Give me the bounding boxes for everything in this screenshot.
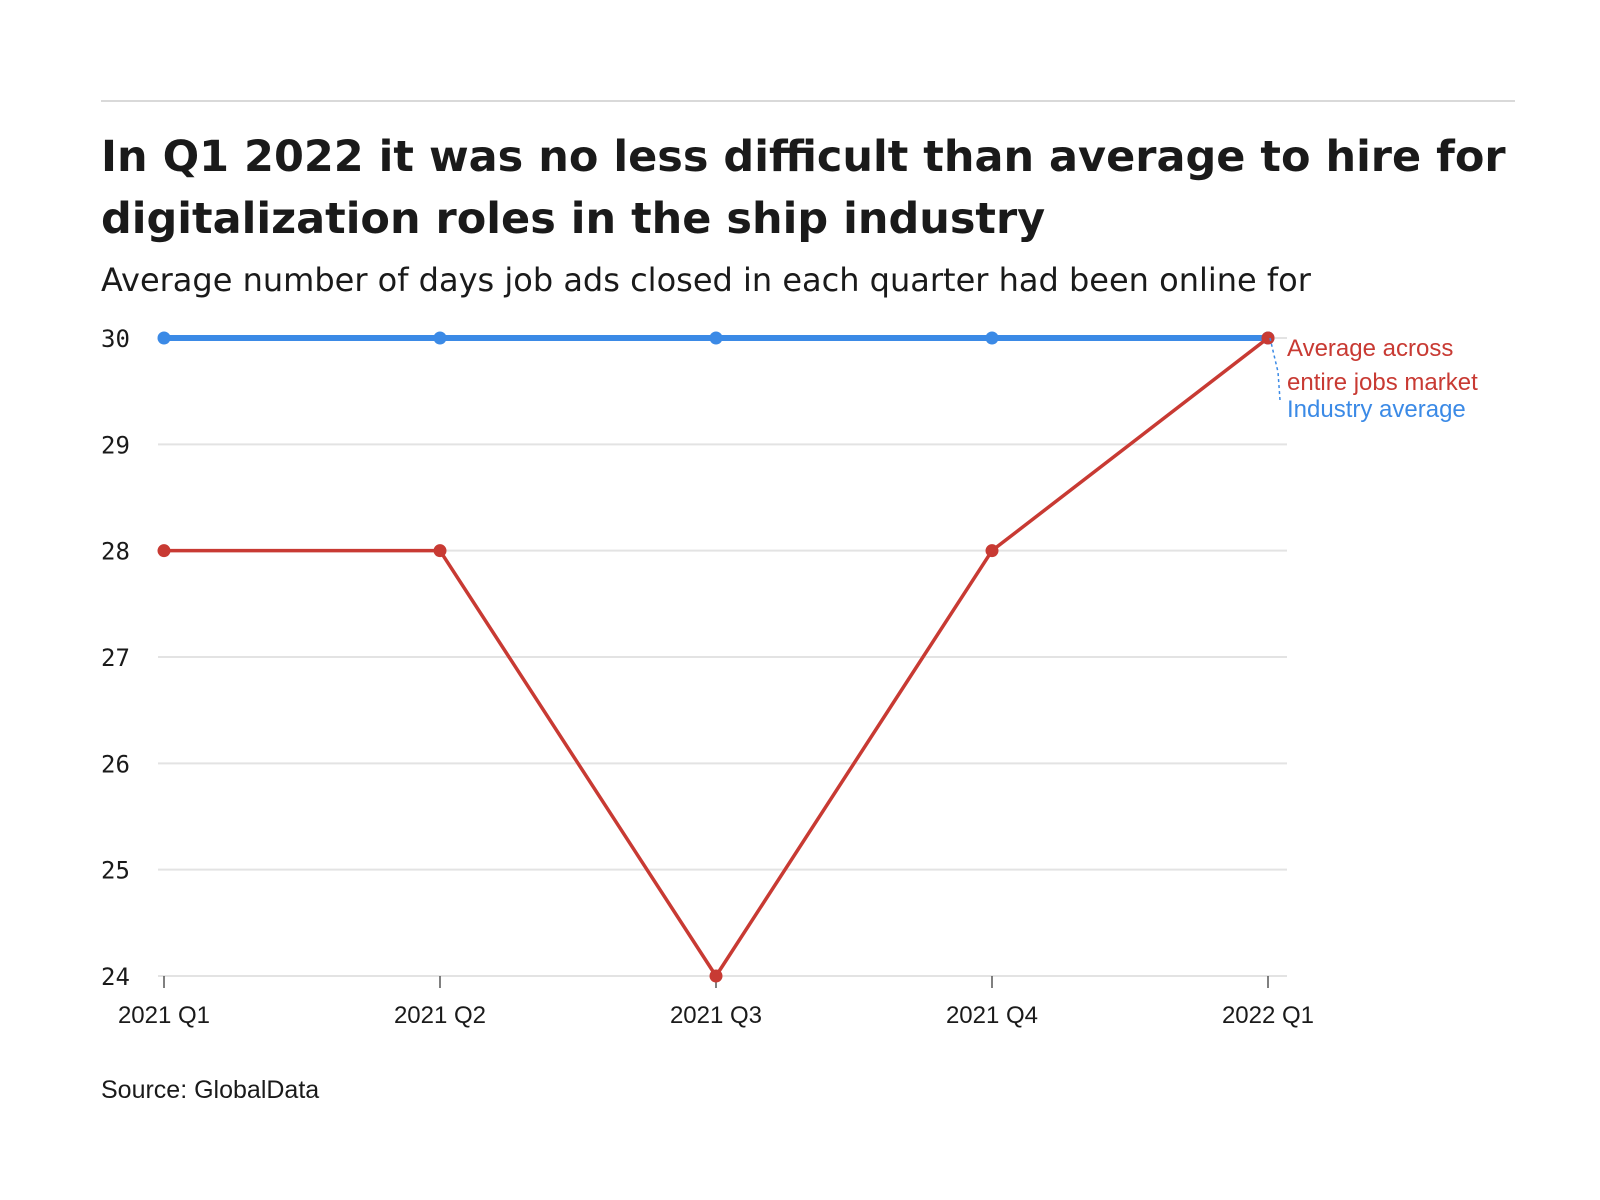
chart-title: In Q1 2022 it was no less difficult than… [101,132,1506,244]
source-note: Source: GlobalData [101,1076,320,1104]
x-tick-label-4: 2021 Q4 [946,1002,1038,1029]
x-tick-label-3: 2021 Q3 [670,1002,762,1029]
market-average-label-line-1: Average across [1287,335,1453,362]
y-axis-labels: 24 25 26 27 28 29 30 [101,325,130,991]
series-1-point-4 [985,331,999,345]
series-labels: Average across entire jobs marketIndustry… [1269,335,1478,423]
y-tick-label-25: 25 [101,857,130,885]
series-1-point-2 [433,331,447,345]
x-tick-label-1: 2021 Q1 [118,1002,210,1029]
y-tick-label-28: 28 [101,538,130,566]
x-tick-label-2: 2021 Q2 [394,1002,486,1029]
y-tick-label-26: 26 [101,750,130,778]
series-2-point-5 [1261,331,1275,345]
series-2-point-1 [157,544,171,558]
x-axis-labels: 2021 Q1 2021 Q2 2021 Q3 2021 Q4 2022 Q1 [118,1002,1314,1029]
series-2-point-4 [985,544,999,558]
y-tick-label-24: 24 [101,963,130,991]
series-2-point-2 [433,544,447,558]
chart-subtitle: Average number of days job ads closed in… [101,261,1311,299]
series-2-point-3 [709,969,723,983]
y-tick-label-27: 27 [101,644,130,672]
top-divider [101,100,1515,102]
market-average-label-line-2: entire jobs market [1287,369,1478,396]
series-1-point-1 [157,331,171,345]
industry-label-leader [1269,337,1281,401]
industry-average-label-line-1: Industry average [1287,396,1466,423]
grid-lines [158,337,1287,977]
y-tick-label-29: 29 [101,431,130,459]
series-1-point-3 [709,331,723,345]
series-lines [157,331,1275,983]
x-tick-label-5: 2022 Q1 [1222,1002,1314,1029]
y-tick-label-30: 30 [101,325,130,353]
